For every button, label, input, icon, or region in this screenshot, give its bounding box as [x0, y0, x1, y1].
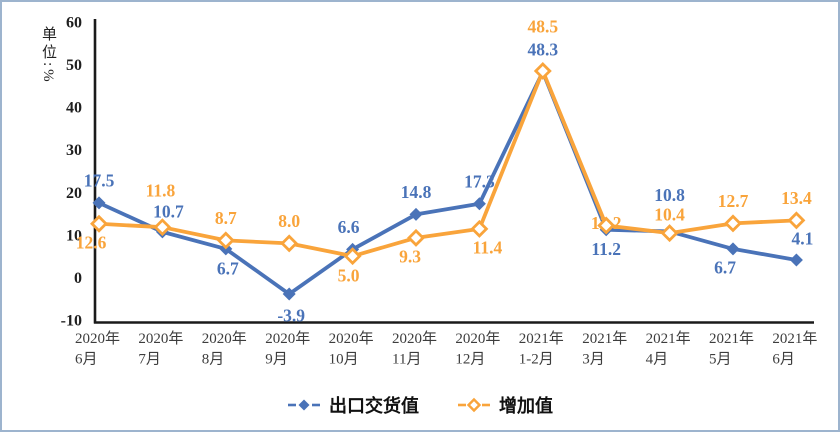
- x-tick-label: 6月: [75, 352, 98, 368]
- export-delivery-value-marker: [726, 242, 740, 256]
- y-tick-label: 20: [66, 185, 82, 202]
- export-delivery-value-marker: [92, 196, 106, 210]
- y-tick-label: -10: [61, 313, 82, 330]
- added-value-legend-label: 增加值: [499, 396, 553, 416]
- x-tick-label: 2020年: [202, 330, 247, 347]
- legend-item-added-value: 增加值: [457, 392, 553, 418]
- export-delivery-value-data-label: 6.7: [714, 257, 736, 277]
- x-tick-label: 2020年: [138, 330, 183, 347]
- y-tick-label: 10: [66, 227, 82, 244]
- added-value-marker: [407, 228, 425, 247]
- x-tick-label: 9月: [265, 352, 288, 368]
- y-axis-unit-label: 单位:%: [40, 26, 56, 85]
- added-value-marker: [533, 61, 552, 80]
- added-value-data-label: 48.5: [527, 16, 558, 36]
- x-tick-label: 8月: [202, 352, 225, 368]
- x-tick-label: 2020年: [329, 330, 374, 347]
- chart-legend: 出口交货值 增加值: [2, 392, 838, 418]
- x-tick-label: 2021年: [519, 330, 564, 347]
- added-value-line: [97, 69, 799, 259]
- x-tick-label: 2021年: [709, 330, 754, 347]
- export-delivery-value-marker: [409, 207, 423, 221]
- added-value-marker: [597, 216, 616, 235]
- export-delivery-value-legend-label: 出口交货值: [329, 396, 419, 416]
- added-value-data-label: 5.0: [338, 266, 360, 286]
- x-tick-label: 11月: [392, 352, 421, 368]
- x-tick-label: 2020年: [455, 330, 500, 347]
- export-delivery-value-marker: [472, 197, 486, 211]
- y-tick-label: 50: [66, 57, 82, 74]
- x-tick-label: 2020年: [392, 330, 437, 347]
- added-value-data-label: 11.4: [473, 237, 503, 257]
- x-tick-label: 2020年: [265, 330, 310, 347]
- export-delivery-value-line: [97, 69, 799, 296]
- x-tick-label: 4月: [646, 352, 669, 368]
- x-tick-label: 12月: [455, 352, 485, 368]
- x-tick-label: 2020年: [75, 330, 120, 347]
- export-delivery-value-data-label: 11.2: [591, 239, 621, 259]
- added-value-marker: [787, 211, 806, 230]
- added-value-marker: [90, 214, 108, 233]
- added-value-marker: [216, 231, 235, 250]
- added-value-data-label: 9.3: [399, 246, 421, 266]
- export-delivery-value-data-label: 48.3: [527, 39, 558, 59]
- y-tick-label: 30: [66, 142, 82, 159]
- added-value-data-label: 8.7: [215, 208, 237, 228]
- added-value-data-label: 12.7: [718, 191, 749, 211]
- y-tick-label: 0: [74, 270, 82, 287]
- export-delivery-value-data-label: 10.8: [654, 185, 685, 205]
- added-value-data-label: 12.6: [76, 232, 107, 252]
- export-delivery-value-marker: [789, 253, 803, 267]
- x-tick-label: 3月: [582, 352, 605, 368]
- added-value-data-label: 11.8: [146, 181, 176, 201]
- legend-item-export-delivery-value: 出口交货值: [287, 392, 419, 418]
- x-tick-label: 5月: [709, 352, 732, 368]
- export-delivery-value-legend-marker-icon: [288, 399, 320, 411]
- x-tick-label: 2021年: [646, 330, 691, 347]
- x-tick-label: 1-2月: [519, 352, 554, 368]
- added-value-marker: [280, 234, 299, 253]
- export-delivery-value-data-label: 6.6: [338, 217, 360, 237]
- added-value-data-label: 10.4: [654, 205, 685, 225]
- export-delivery-value-data-label: 4.1: [791, 228, 813, 248]
- export-delivery-value-data-label: 14.8: [401, 182, 432, 202]
- y-tick-label: 60: [66, 15, 82, 32]
- added-value-marker: [724, 214, 742, 233]
- x-tick-label: 2021年: [582, 330, 627, 347]
- x-tick-label: 6月: [772, 352, 795, 368]
- added-value-marker: [470, 219, 489, 238]
- added-value-data-label: 13.4: [781, 188, 812, 208]
- x-tick-label: 2021年: [772, 330, 817, 347]
- export-delivery-value-data-label: -3.9: [277, 306, 305, 326]
- added-value-marker: [153, 218, 172, 237]
- export-delivery-value-marker: [282, 287, 296, 301]
- export-delivery-value-data-label: 17.3: [464, 171, 495, 191]
- export-delivery-value-data-label: 10.7: [153, 201, 184, 221]
- x-tick-label: 10月: [329, 352, 359, 368]
- added-value-legend-marker-icon: [458, 397, 490, 413]
- y-tick-label: 40: [66, 100, 82, 117]
- added-value-marker: [660, 224, 679, 243]
- x-tick-label: 7月: [138, 352, 161, 368]
- export-delivery-value-data-label: 6.7: [217, 258, 239, 278]
- added-value-data-label: 8.0: [278, 211, 300, 231]
- export-delivery-value-data-label: 17.5: [84, 170, 115, 190]
- added-value-marker: [343, 247, 362, 266]
